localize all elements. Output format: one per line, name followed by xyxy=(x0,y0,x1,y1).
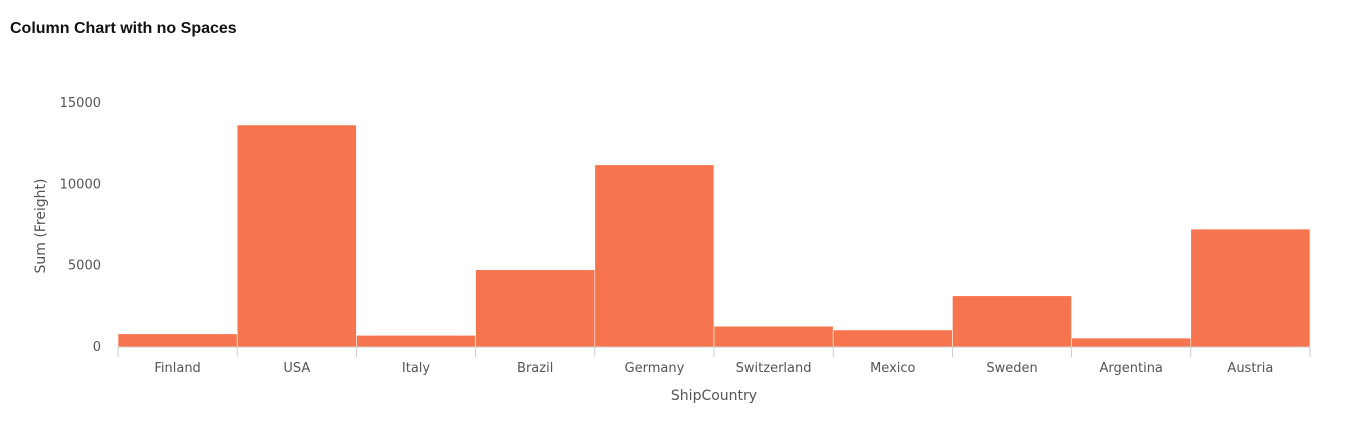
bar-brazil xyxy=(475,269,596,348)
axes-layer xyxy=(117,346,1311,357)
y-tick-label: 0 xyxy=(93,340,101,355)
x-tick-label: Mexico xyxy=(870,361,915,376)
x-tick-label: Brazil xyxy=(517,361,553,376)
y-tick-label: 10000 xyxy=(60,177,101,192)
x-tick-label: Switzerland xyxy=(736,361,812,376)
bar-sweden xyxy=(952,295,1072,348)
x-tick-label: USA xyxy=(283,361,310,376)
bar-austria xyxy=(1190,228,1311,348)
x-tick-label: Italy xyxy=(402,361,431,376)
bar-usa xyxy=(236,124,357,348)
x-tick-label: Finland xyxy=(154,361,200,376)
x-tick-label: Argentina xyxy=(1099,361,1162,376)
y-tick-label: 5000 xyxy=(68,259,101,274)
bars-layer xyxy=(117,124,1311,348)
x-tick-label: Austria xyxy=(1227,361,1273,376)
chart-title: Column Chart with no Spaces xyxy=(10,20,237,37)
x-axis-title: ShipCountry xyxy=(671,388,757,404)
bar-argentina xyxy=(1071,337,1192,348)
x-tick-label: Sweden xyxy=(986,361,1037,376)
bar-mexico xyxy=(832,329,953,348)
x-tick-label: Germany xyxy=(625,361,685,376)
y-tick-label: 15000 xyxy=(60,96,101,111)
bar-switzerland xyxy=(713,325,834,348)
bar-finland xyxy=(117,333,238,348)
labels-layer: Finland USA Italy Brazil Germany Switzerland M… xyxy=(60,96,1274,376)
bar-italy xyxy=(356,334,476,348)
bar-germany xyxy=(594,164,715,348)
y-axis-title: Sum (Freight) xyxy=(33,178,49,273)
